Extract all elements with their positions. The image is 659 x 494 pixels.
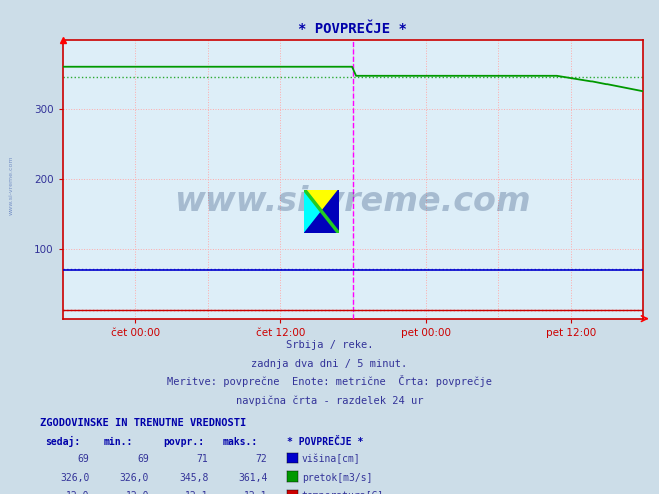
Text: 12,1: 12,1 <box>244 492 268 494</box>
Text: 361,4: 361,4 <box>238 473 268 483</box>
Text: pretok[m3/s]: pretok[m3/s] <box>302 473 372 483</box>
Title: * POVPREČJE *: * POVPREČJE * <box>298 22 407 36</box>
Polygon shape <box>304 190 339 233</box>
Polygon shape <box>304 190 339 233</box>
Text: ZGODOVINSKE IN TRENUTNE VREDNOSTI: ZGODOVINSKE IN TRENUTNE VREDNOSTI <box>40 418 246 428</box>
Text: sedaj:: sedaj: <box>45 436 80 447</box>
Text: temperatura[C]: temperatura[C] <box>302 492 384 494</box>
Text: www.si-vreme.com: www.si-vreme.com <box>174 185 531 218</box>
Text: 12,0: 12,0 <box>125 492 149 494</box>
Text: 69: 69 <box>78 454 90 464</box>
Text: 12,0: 12,0 <box>66 492 90 494</box>
Text: Srbija / reke.: Srbija / reke. <box>286 340 373 350</box>
Text: zadnja dva dni / 5 minut.: zadnja dva dni / 5 minut. <box>251 359 408 369</box>
Text: www.si-vreme.com: www.si-vreme.com <box>9 156 14 215</box>
Text: * POVPREČJE *: * POVPREČJE * <box>287 437 363 447</box>
Text: 69: 69 <box>137 454 149 464</box>
Text: navpična črta - razdelek 24 ur: navpična črta - razdelek 24 ur <box>236 396 423 406</box>
Text: 326,0: 326,0 <box>60 473 90 483</box>
Text: 12,1: 12,1 <box>185 492 208 494</box>
Text: 345,8: 345,8 <box>179 473 208 483</box>
Text: min.:: min.: <box>104 437 134 447</box>
Text: višina[cm]: višina[cm] <box>302 453 360 464</box>
Text: 72: 72 <box>256 454 268 464</box>
Polygon shape <box>304 190 322 233</box>
Text: 71: 71 <box>196 454 208 464</box>
Text: maks.:: maks.: <box>223 437 258 447</box>
Text: Meritve: povprečne  Enote: metrične  Črta: povprečje: Meritve: povprečne Enote: metrične Črta:… <box>167 375 492 387</box>
Text: povpr.:: povpr.: <box>163 437 204 447</box>
Text: 326,0: 326,0 <box>119 473 149 483</box>
